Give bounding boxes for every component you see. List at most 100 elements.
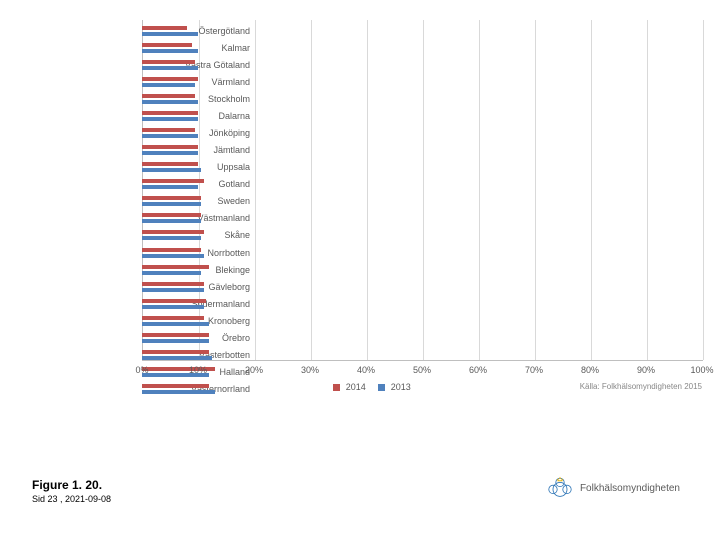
chart-row: Stockholm	[32, 92, 702, 106]
bar-2014	[142, 299, 206, 303]
source-note: Källa: Folkhälsomyndigheten 2015	[580, 382, 702, 391]
bar-2013	[142, 117, 198, 121]
bar-2013	[142, 66, 198, 70]
bar-2014	[142, 145, 198, 149]
bar-2014	[142, 162, 198, 166]
agency-logo: Folkhälsomyndigheten	[546, 474, 680, 502]
x-tick-label: 40%	[357, 365, 375, 375]
x-tick-label: 80%	[581, 365, 599, 375]
category-label: Värmland	[211, 75, 250, 89]
bar-2013	[142, 185, 198, 189]
chart-row: Gävleborg	[32, 280, 702, 294]
chart-row: Uppsala	[32, 160, 702, 174]
bar-2014	[142, 350, 209, 354]
category-label: Västmanland	[197, 211, 250, 225]
bar-2013	[142, 288, 204, 292]
x-tick-label: 100%	[690, 365, 713, 375]
bar-2013	[142, 356, 212, 360]
bar-2014	[142, 94, 195, 98]
bar-2013	[142, 271, 201, 275]
bar-2014	[142, 179, 204, 183]
category-label: Jönköping	[209, 126, 250, 140]
bar-2013	[142, 322, 209, 326]
chart-row: Örebro	[32, 331, 702, 345]
chart-row: Värmland	[32, 75, 702, 89]
bar-2014	[142, 248, 201, 252]
crown-emblem-icon	[546, 474, 574, 502]
bar-2014	[142, 265, 209, 269]
bar-2013	[142, 236, 201, 240]
bar-2013	[142, 254, 204, 258]
category-label: Gotland	[218, 177, 250, 191]
bar-2013	[142, 305, 204, 309]
legend-label-2013: 2013	[391, 382, 411, 392]
category-label: Skåne	[224, 228, 250, 242]
chart-row: Västra Götaland	[32, 58, 702, 72]
category-label: Dalarna	[218, 109, 250, 123]
chart-row: Östergötland	[32, 24, 702, 38]
legend-swatch-2013	[378, 384, 385, 391]
bar-2013	[142, 49, 198, 53]
bar-2013	[142, 134, 198, 138]
chart-row: Jönköping	[32, 126, 702, 140]
category-label: Stockholm	[208, 92, 250, 106]
figure-number: Figure 1. 20.	[32, 478, 111, 492]
bar-2014	[142, 43, 192, 47]
bar-2013	[142, 32, 198, 36]
logo-text: Folkhälsomyndigheten	[580, 483, 680, 494]
chart-row: Västerbotten	[32, 348, 702, 362]
bar-2014	[142, 282, 204, 286]
bar-2014	[142, 26, 187, 30]
bar-2013	[142, 83, 195, 87]
bar-2014	[142, 111, 198, 115]
page-line: Sid 23 , 2021-09-08	[32, 494, 111, 504]
footer: Figure 1. 20. Sid 23 , 2021-09-08	[32, 478, 111, 504]
category-label: Norrbotten	[207, 246, 250, 260]
bar-2013	[142, 100, 198, 104]
category-label: Jämtland	[213, 143, 250, 157]
bar-2013	[142, 339, 209, 343]
x-tick-label: 70%	[525, 365, 543, 375]
bar-2013	[142, 202, 201, 206]
chart-rows: Östergötland Kalmar Västra Götaland Värmlan…	[32, 22, 702, 398]
category-label: Sweden	[217, 194, 250, 208]
bar-2014	[142, 230, 204, 234]
bar-2014	[142, 128, 195, 132]
bar-2014	[142, 60, 195, 64]
x-tick-label: 30%	[301, 365, 319, 375]
chart-row: Södermanland	[32, 297, 702, 311]
category-label: Blekinge	[215, 263, 250, 277]
chart-row: Västmanland	[32, 211, 702, 225]
chart-row: Kronoberg	[32, 314, 702, 328]
x-tick-label: 20%	[245, 365, 263, 375]
bar-2013	[142, 168, 201, 172]
chart-row: Kalmar	[32, 41, 702, 55]
x-tick-label: 0%	[135, 365, 148, 375]
bar-2014	[142, 213, 201, 217]
chart-row: Sweden	[32, 194, 702, 208]
category-label: Kronoberg	[208, 314, 250, 328]
x-tick-label: 60%	[469, 365, 487, 375]
chart-row: Jämtland	[32, 143, 702, 157]
bar-2014	[142, 196, 201, 200]
category-label: Uppsala	[217, 160, 250, 174]
category-label: Gävleborg	[208, 280, 250, 294]
bar-2014	[142, 77, 198, 81]
category-label: Örebro	[222, 331, 250, 345]
x-tick-label: 90%	[637, 365, 655, 375]
gridline	[703, 20, 704, 360]
legend-swatch-2014	[333, 384, 340, 391]
bar-2013	[142, 219, 201, 223]
category-label: Östergötland	[198, 24, 250, 38]
legend-label-2014: 2014	[346, 382, 366, 392]
chart-row: Skåne	[32, 228, 702, 242]
x-tick-label: 50%	[413, 365, 431, 375]
category-label: Kalmar	[221, 41, 250, 55]
chart-row: Norrbotten	[32, 246, 702, 260]
x-axis-ticks: 0%10%20%30%40%50%60%70%80%90%100%	[142, 365, 702, 381]
bar-chart: Östergötland Kalmar Västra Götaland Värmlan…	[32, 20, 702, 400]
chart-row: Dalarna	[32, 109, 702, 123]
bar-2014	[142, 333, 209, 337]
x-tick-label: 10%	[189, 365, 207, 375]
chart-row: Blekinge	[32, 263, 702, 277]
